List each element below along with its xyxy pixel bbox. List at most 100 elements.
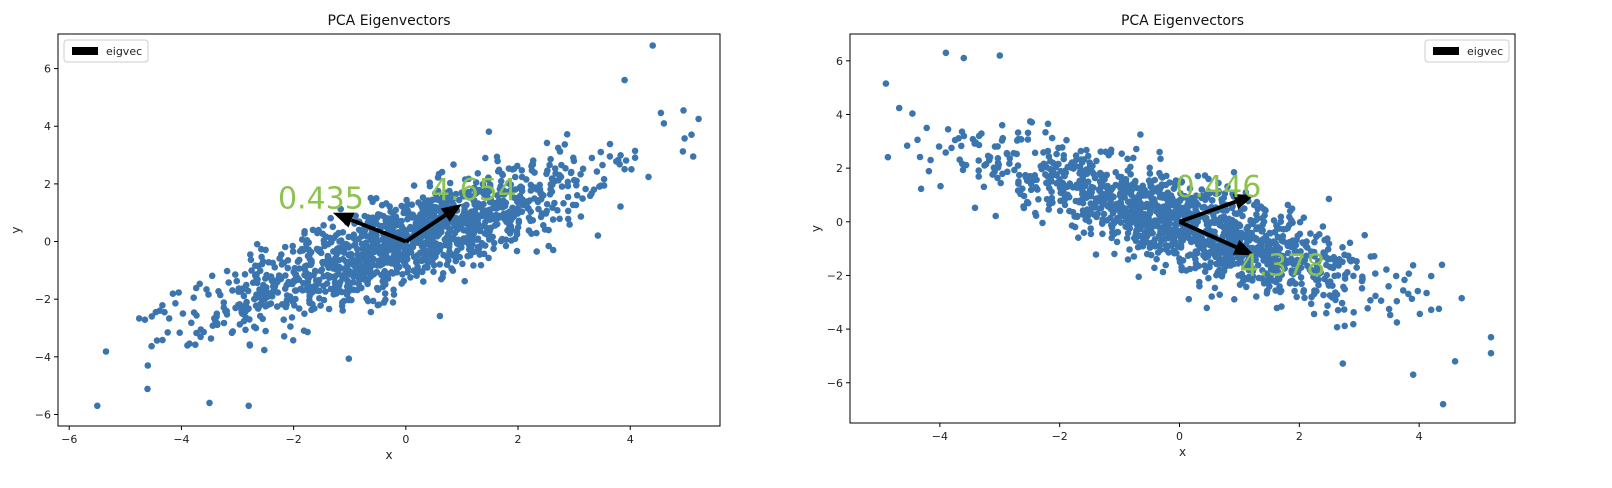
eigenvector-head	[1232, 239, 1255, 256]
data-point	[1277, 213, 1285, 221]
data-point	[382, 237, 390, 244]
data-point	[380, 212, 387, 220]
data-point	[247, 251, 254, 258]
data-point	[161, 308, 168, 316]
data-point	[452, 250, 459, 258]
data-point	[1192, 198, 1200, 206]
eigenvector-shaft	[404, 213, 447, 244]
data-point	[1267, 266, 1275, 273]
data-point	[552, 170, 559, 177]
data-point	[489, 233, 497, 241]
data-point	[1130, 154, 1137, 162]
data-point	[1034, 186, 1041, 193]
data-point	[948, 144, 955, 152]
data-point	[631, 147, 639, 155]
data-point	[228, 329, 236, 337]
data-point	[994, 164, 1002, 171]
data-point	[1129, 184, 1137, 192]
x-tick-label: 4	[627, 433, 634, 446]
data-point	[614, 156, 622, 164]
data-point	[1287, 278, 1294, 285]
data-point	[344, 261, 352, 269]
data-point	[376, 262, 384, 269]
data-point	[1072, 152, 1080, 159]
data-point	[505, 220, 513, 228]
data-point	[989, 171, 996, 178]
data-point	[1013, 150, 1020, 158]
data-point	[300, 327, 308, 335]
data-point	[606, 140, 614, 148]
data-point	[1172, 179, 1179, 186]
data-point	[1299, 258, 1306, 265]
data-point	[1166, 230, 1174, 237]
data-point	[1131, 234, 1138, 242]
data-point	[245, 402, 252, 410]
data-point	[431, 205, 439, 213]
data-point	[1164, 199, 1172, 206]
data-point	[476, 244, 483, 251]
data-point	[1217, 244, 1225, 252]
data-point	[631, 154, 639, 161]
data-point	[417, 257, 425, 265]
data-point	[1235, 221, 1243, 228]
data-point	[268, 275, 275, 283]
data-point	[390, 286, 397, 294]
data-point	[404, 200, 412, 208]
data-point	[229, 287, 236, 294]
data-point	[1487, 349, 1495, 357]
data-point	[208, 272, 216, 280]
data-point	[1135, 198, 1142, 206]
data-point	[1284, 201, 1292, 209]
data-point	[331, 279, 339, 287]
data-point	[1291, 287, 1298, 295]
data-point	[443, 253, 450, 260]
data-point	[1258, 248, 1265, 256]
data-point	[1038, 165, 1045, 173]
data-point	[1060, 155, 1067, 163]
data-point	[94, 402, 101, 410]
data-point	[1358, 285, 1366, 292]
data-point	[984, 152, 992, 160]
data-point	[378, 201, 386, 209]
data-point	[1099, 230, 1106, 238]
data-point	[345, 355, 353, 363]
data-point	[1293, 293, 1300, 301]
data-point	[1350, 272, 1357, 280]
data-point	[649, 42, 656, 49]
data-point	[1218, 216, 1225, 224]
data-point	[1313, 233, 1320, 240]
data-point	[962, 161, 970, 169]
data-point	[434, 174, 442, 181]
data-point	[1138, 210, 1145, 218]
data-point	[1198, 194, 1205, 202]
data-point	[135, 315, 143, 322]
data-point	[261, 346, 268, 354]
data-point	[284, 264, 292, 272]
y-tick-label: 6	[44, 63, 51, 76]
data-point	[1225, 215, 1233, 223]
data-point	[296, 256, 303, 264]
data-point	[502, 199, 510, 207]
data-point	[430, 261, 438, 269]
data-point	[537, 213, 545, 221]
data-point	[301, 310, 308, 318]
data-point	[558, 183, 566, 190]
data-point	[509, 207, 516, 214]
data-point	[1304, 262, 1311, 270]
data-point	[436, 261, 444, 268]
data-point	[999, 170, 1006, 178]
data-point	[1082, 216, 1089, 223]
data-point	[286, 293, 294, 300]
data-point	[1265, 237, 1272, 245]
legend-label: eigvec	[106, 45, 142, 58]
data-point	[1087, 200, 1095, 207]
data-point	[420, 278, 427, 285]
data-point	[994, 174, 1001, 182]
data-point	[455, 196, 463, 204]
data-point	[435, 246, 442, 253]
data-point	[1049, 199, 1056, 206]
data-point	[503, 188, 511, 196]
data-point	[1259, 267, 1266, 274]
data-point	[1015, 178, 1022, 185]
data-point	[471, 184, 478, 192]
